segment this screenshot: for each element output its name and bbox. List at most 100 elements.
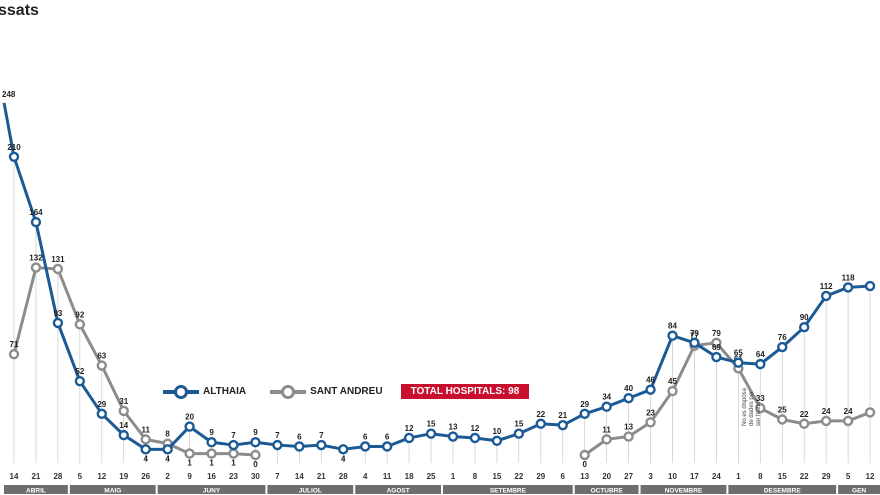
data-label: 132	[29, 254, 43, 263]
data-point	[118, 405, 129, 417]
data-label: 77	[690, 332, 699, 341]
x-tick-label: 30	[251, 472, 260, 481]
month-label: SETEMBRE	[490, 488, 527, 495]
data-point	[184, 421, 195, 432]
data-label: 248	[2, 90, 16, 99]
data-label: 7	[231, 431, 236, 440]
x-tick-label: 20	[602, 472, 611, 481]
data-label: 12	[405, 424, 414, 433]
data-label: 90	[800, 313, 809, 322]
data-point	[96, 408, 108, 420]
data-point	[250, 449, 261, 461]
data-label: 164	[29, 208, 43, 217]
data-label: 76	[778, 333, 787, 342]
data-point	[513, 428, 525, 439]
legend-item-sant-andreu: SANT ANDREU	[270, 384, 383, 399]
data-point	[447, 431, 459, 442]
data-point	[579, 449, 590, 461]
data-point	[30, 216, 42, 228]
month-label: DESEMBRE	[764, 488, 802, 495]
x-tick-label: 21	[317, 472, 326, 481]
x-tick-label: 19	[119, 472, 128, 481]
data-label: 63	[97, 352, 106, 361]
x-tick-label: 22	[514, 472, 523, 481]
data-point	[645, 417, 656, 428]
data-label: 71	[10, 340, 19, 349]
series-sant-andreu: 7113213192633111811100111323457779613325…	[8, 254, 876, 469]
series-line	[12, 266, 256, 457]
data-label: 84	[668, 322, 677, 331]
data-point	[711, 337, 722, 349]
month-segment	[69, 485, 156, 494]
data-label: 24	[844, 407, 853, 416]
data-label: 79	[712, 329, 721, 338]
data-point	[820, 415, 832, 427]
x-tick-label: 17	[690, 472, 699, 481]
data-point	[8, 348, 20, 360]
month-segment	[157, 485, 266, 494]
x-tick-label: 18	[405, 472, 414, 481]
data-label: 64	[756, 350, 765, 359]
data-point	[52, 317, 64, 329]
data-label: 45	[668, 377, 677, 386]
data-point	[140, 444, 151, 455]
data-point	[820, 290, 832, 302]
month-segment	[574, 485, 639, 494]
data-label: 14	[119, 421, 128, 430]
x-tick-label: 4	[363, 472, 368, 481]
x-tick-label: 14	[10, 472, 19, 481]
x-tick-label: 27	[624, 472, 633, 481]
data-label: 15	[427, 420, 436, 429]
data-point	[864, 280, 876, 292]
data-point	[316, 439, 327, 451]
data-label: 22	[536, 410, 545, 419]
month-segment	[4, 485, 68, 494]
data-point	[381, 441, 393, 452]
x-tick-label: 5	[78, 472, 83, 481]
x-tick-label: 13	[580, 472, 589, 481]
data-point	[777, 414, 788, 425]
data-label: 46	[646, 376, 655, 385]
data-label: 20	[185, 413, 194, 422]
data-point	[74, 319, 86, 330]
data-point	[74, 375, 86, 387]
x-tick-label: 28	[53, 472, 62, 481]
data-label: 40	[624, 384, 633, 393]
data-point	[206, 437, 217, 448]
data-label: 29	[97, 400, 106, 409]
x-tick-label: 16	[207, 472, 216, 481]
month-label: JULIOL	[299, 488, 322, 495]
data-label: 34	[602, 393, 611, 402]
data-label: 1	[209, 459, 214, 468]
month-bar: ABRIL MAIG JUNY JULIOL AGOST SETEMBRE OCTUBRE N…	[4, 485, 880, 495]
data-label: 22	[800, 410, 809, 419]
x-tick-label: 26	[141, 472, 150, 481]
month-segment	[838, 485, 880, 494]
x-tick-label: 24	[712, 472, 721, 481]
data-label: 6	[297, 432, 302, 441]
legend-label-althaia: ALTHAIA	[203, 386, 247, 397]
data-point	[755, 402, 766, 414]
data-point	[799, 418, 810, 429]
month-label: NOVEMBRE	[665, 488, 703, 495]
x-tick-label: 6	[561, 472, 566, 481]
legend-item-althaia: ALTHAIA	[163, 384, 247, 399]
x-tick-label: 11	[383, 472, 392, 481]
data-point	[557, 419, 568, 431]
x-tick-label: 23	[229, 472, 238, 481]
data-label: 7	[275, 431, 280, 440]
data-point	[469, 432, 481, 444]
data-label: 131	[51, 255, 65, 264]
data-label: 31	[119, 397, 128, 406]
month-segment	[728, 485, 837, 494]
month-segment	[267, 485, 354, 494]
data-point	[667, 385, 678, 397]
data-point	[206, 448, 217, 459]
data-point	[579, 408, 590, 420]
data-label: 1	[187, 459, 192, 468]
x-tick-label: 1	[736, 472, 741, 481]
month-label: OCTUBRE	[591, 488, 624, 495]
data-point	[711, 351, 722, 363]
x-tick-label: 5	[846, 472, 851, 481]
